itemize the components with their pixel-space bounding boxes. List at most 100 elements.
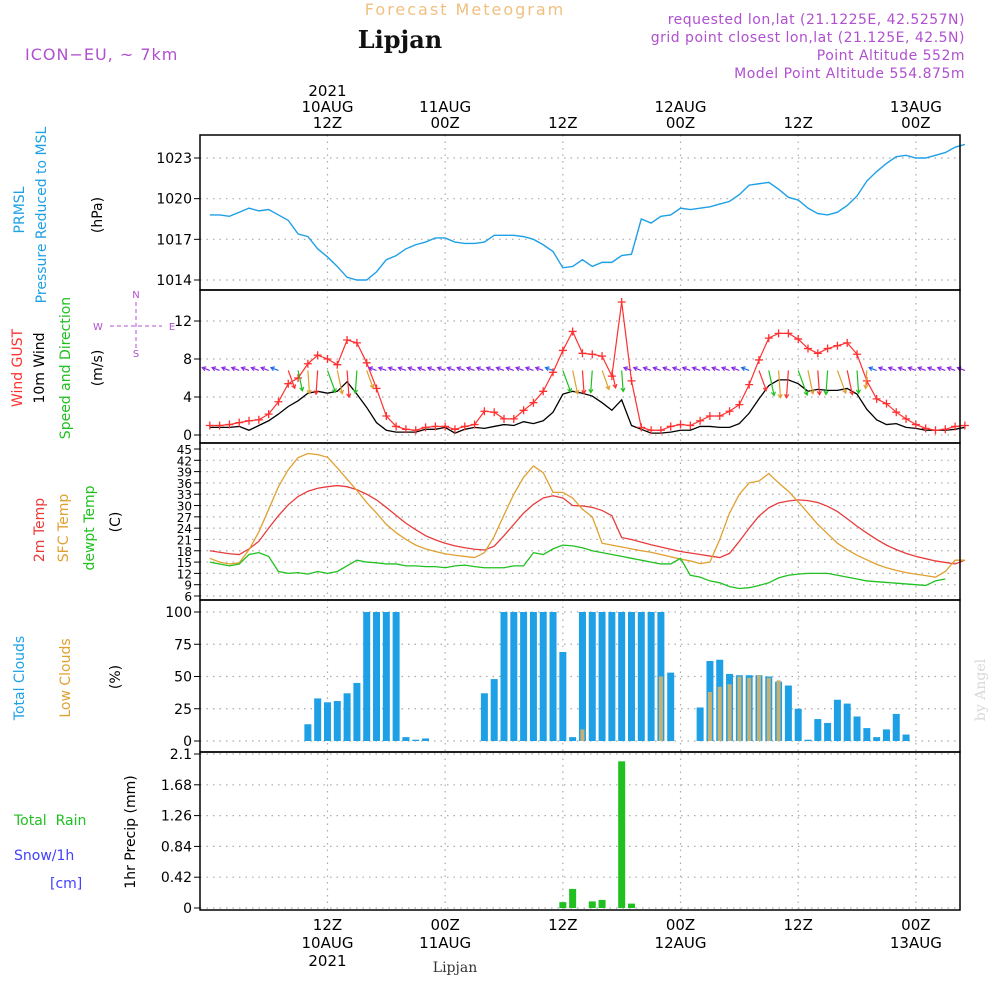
wind-arrowhead [803,390,809,397]
top-time-label: 13AUG [890,98,942,116]
wind-arrow [486,367,495,371]
wind-arrowhead [367,366,374,372]
gust-marker [421,423,430,432]
gust-marker [313,351,322,360]
total-clouds-bar [627,612,635,741]
pressure-line [209,143,966,281]
wind-arrowhead [642,366,648,372]
total-clouds-bar [833,699,841,741]
wind-arrow [326,370,336,393]
y-tick-label: 6 [184,590,192,604]
gust-marker [774,329,783,338]
bottom-time-label: 10AUG [302,934,354,952]
gust-marker [637,423,646,432]
wind-unit: (m/s) [90,350,106,387]
wind-arrow [260,367,269,371]
wind-arrowhead [863,384,869,390]
gust-marker [294,374,303,382]
rain-label: Total Rain [13,813,86,829]
wind-arrowhead [339,389,345,395]
total-clouds-bar [696,707,704,741]
wind-arrow [466,367,475,371]
temp-dew-label: dewpt Temp [82,485,98,570]
wind-arrowhead [524,366,530,372]
wind-arrow [633,367,642,371]
gust-marker [666,422,675,431]
panel-frame [199,751,961,911]
gust-marker [245,416,254,425]
gust-marker [205,421,214,430]
gust-marker [509,414,518,423]
gust-marker [960,421,969,430]
pressure-label-prmsl: PRMSL [12,186,28,233]
low-clouds-bar [737,676,742,741]
snow-label: Snow/1h [14,848,74,864]
gust-marker [725,407,734,416]
wind-arrow [712,367,720,371]
temp-line-1 [209,452,965,578]
wind-arrow [388,367,397,371]
total-clouds-bar [510,612,518,741]
wind-arrowhead [662,366,668,372]
gust-marker [372,384,381,393]
wind-arrow [221,367,230,371]
point-altitude: Point Altitude 552m [817,48,965,64]
wind-arrowhead [230,366,236,372]
precip-bar [569,888,577,908]
y-tick-label: 27 [177,511,192,525]
gust-marker [529,398,538,407]
wind-arrow [623,367,632,371]
low-clouds-bar [707,691,712,741]
gust-marker [853,350,862,359]
wind-arrowhead [877,366,883,372]
precip-bar [598,899,606,908]
wind-arrow [898,367,907,371]
gust-marker [215,421,224,430]
bottom-time-label: 2021 [308,952,346,970]
gust-marker [754,355,763,364]
gust-marker [392,422,401,431]
total-clouds-bar [520,612,528,741]
wind-arrowhead [485,366,491,372]
total-clouds-bar [647,612,655,741]
total-clouds-bar [608,612,616,741]
total-clouds-bar [529,612,537,741]
gust-line [209,301,965,431]
wind-arrow [768,370,775,396]
total-clouds-bar [569,737,577,741]
total-clouds-bar [382,612,390,741]
total-clouds-bar [392,612,400,741]
wind-arrow [590,370,593,393]
wind-arrow [721,367,730,371]
panels: 1014101710201023048126912151821242730333… [156,134,969,917]
wind-arrow [581,370,585,394]
wind-arrowhead [456,366,462,372]
wind-arrowhead [269,366,275,372]
wind-arrowhead [770,391,776,397]
panel-prmsl: 1014 1017 1020 1023 [156,134,966,291]
gust-marker [333,360,342,369]
gust-marker [784,329,793,338]
wind-arrow [336,370,343,394]
wind-arrowhead [701,366,707,372]
y-tick-label: 100 [165,605,192,621]
total-clouds-bar [814,719,822,741]
precip-bar [559,902,567,908]
top-time-label: 12AUG [655,98,707,116]
compass-n: N [132,290,139,301]
top-time-label: 00Z [901,114,930,132]
total-clouds-bar [539,612,547,741]
wind-arrow [437,367,446,371]
gust-marker [480,407,489,416]
temp-line-2 [209,544,946,590]
gust-marker [284,379,293,388]
wind-arrow [231,367,240,371]
compass-s: S [133,349,139,360]
wind-arrowhead [730,366,736,372]
total-clouds-bar [637,612,645,741]
wind-arrow [692,367,701,371]
wind-arrow [702,367,711,371]
total-clouds-bar [598,612,606,741]
gust-marker [568,327,577,336]
gust-marker [931,426,940,435]
